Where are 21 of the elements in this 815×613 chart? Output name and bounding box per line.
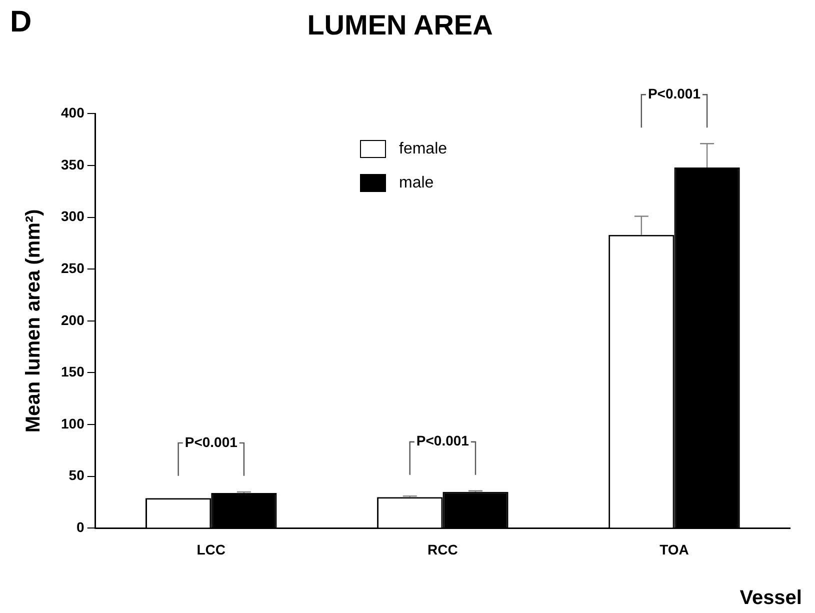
y-tick-label: 350 bbox=[61, 156, 85, 172]
chart-title: LUMEN AREA bbox=[307, 10, 493, 41]
x-tick-label: RCC bbox=[428, 541, 458, 558]
annotation: P<0.001 bbox=[416, 432, 470, 449]
x-tick-label: TOA bbox=[660, 541, 689, 558]
y-tick-label: 50 bbox=[68, 467, 85, 484]
y-tick-label: 100 bbox=[61, 415, 85, 432]
y-tick-label: 250 bbox=[61, 260, 85, 276]
y-axis-title: Mean lumen area (mm²) bbox=[22, 209, 45, 433]
y-tick-label: 300 bbox=[61, 208, 85, 224]
annotation: P<0.001 bbox=[184, 434, 238, 450]
y-tick-label: 400 bbox=[61, 104, 85, 120]
legend-label: male bbox=[399, 174, 434, 192]
text: P<0.001 bbox=[648, 86, 701, 102]
y-tick-label: 150 bbox=[61, 364, 85, 380]
y-tick-label: 200 bbox=[61, 312, 85, 328]
x-axis-title: Vessel bbox=[740, 587, 802, 609]
legend-label: female bbox=[399, 140, 448, 158]
x-tick-label: LCC bbox=[196, 541, 226, 558]
text: D bbox=[10, 5, 32, 38]
y-tick-label: 0 bbox=[76, 519, 85, 536]
